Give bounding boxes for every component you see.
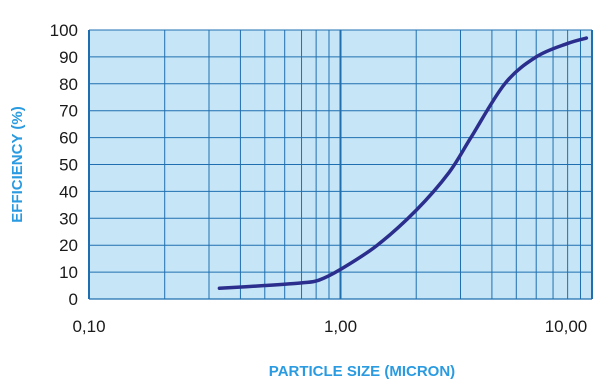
efficiency-curve — [217, 36, 589, 290]
x-tick-label: 10,00 — [545, 317, 588, 336]
y-tick-label: 90 — [59, 48, 78, 67]
x-tick-label: 1,00 — [324, 317, 357, 336]
y-tick-label: 30 — [59, 209, 78, 228]
y-tick-labels: 0 10 20 30 40 50 60 70 80 90 100 — [50, 21, 78, 309]
y-tick-label: 50 — [59, 156, 78, 175]
y-tick-label: 70 — [59, 102, 78, 121]
x-axis-title: PARTICLE SIZE (MICRON) — [269, 363, 455, 380]
x-tick-labels: 0,10 1,00 10,00 — [72, 317, 587, 336]
y-tick-label: 20 — [59, 236, 78, 255]
y-axis-title: EFFICIENCY (%) — [9, 106, 26, 222]
y-tick-label: 60 — [59, 129, 78, 148]
y-tick-label: 80 — [59, 75, 78, 94]
y-tick-label: 10 — [59, 263, 78, 282]
y-tick-label: 40 — [59, 182, 78, 201]
grid-lines — [88, 29, 593, 300]
y-tick-label: 0 — [69, 290, 78, 309]
x-tick-label: 0,10 — [72, 317, 105, 336]
y-tick-label: 100 — [50, 21, 78, 40]
